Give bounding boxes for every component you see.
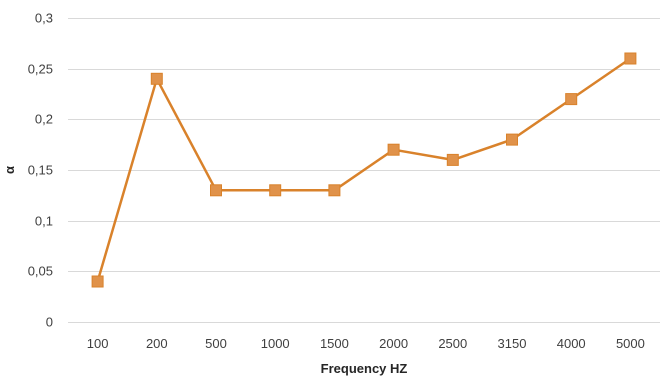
data-point-marker xyxy=(446,153,459,166)
x-tick-label: 200 xyxy=(146,336,168,351)
y-tick-label: 0,3 xyxy=(35,11,53,26)
series-line xyxy=(96,57,632,282)
x-tick-label: 1500 xyxy=(320,336,349,351)
data-point-marker xyxy=(506,133,518,146)
data-point-marker xyxy=(150,72,163,85)
x-tick-label: 1000 xyxy=(261,336,290,351)
data-point-marker xyxy=(328,184,341,197)
series-group xyxy=(91,52,637,288)
x-tick-label: 3150 xyxy=(498,336,527,351)
y-tick-label: 0,2 xyxy=(35,112,53,127)
y-tick-labels: 0 0,05 0,1 0,15 0,2 0,25 0,3 xyxy=(28,11,53,330)
data-point-marker xyxy=(91,275,104,288)
gridlines xyxy=(68,18,660,323)
data-point-marker xyxy=(269,184,282,197)
data-point-marker xyxy=(624,52,637,65)
x-axis-title: Frequency HZ xyxy=(321,361,408,376)
y-tick-label: 0 xyxy=(46,315,53,330)
y-axis-title: α xyxy=(2,166,17,174)
y-tick-label: 0,1 xyxy=(35,214,53,229)
x-tick-label: 4000 xyxy=(557,336,586,351)
data-point-marker xyxy=(565,93,578,106)
y-tick-label: 0,15 xyxy=(28,163,53,178)
x-tick-label: 500 xyxy=(205,336,227,351)
x-tick-label: 2500 xyxy=(438,336,467,351)
data-point-marker xyxy=(210,184,222,197)
x-tick-label: 5000 xyxy=(616,336,645,351)
data-point-marker xyxy=(387,143,400,156)
y-tick-label: 0,05 xyxy=(28,264,53,279)
x-tick-label: 100 xyxy=(87,336,109,351)
x-tick-labels: 100 200 500 1000 1500 2000 2500 3150 4000 5000 xyxy=(87,336,645,351)
y-tick-label: 0,25 xyxy=(28,62,53,77)
x-tick-label: 2000 xyxy=(379,336,408,351)
